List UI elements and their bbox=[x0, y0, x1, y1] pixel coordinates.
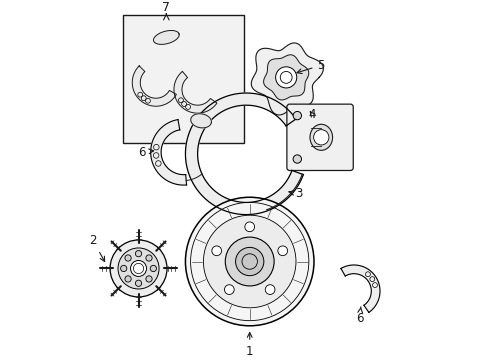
Polygon shape bbox=[263, 55, 308, 100]
Circle shape bbox=[244, 222, 254, 232]
Text: 2: 2 bbox=[89, 234, 104, 261]
Circle shape bbox=[124, 255, 131, 261]
Circle shape bbox=[135, 280, 142, 287]
Text: 5: 5 bbox=[296, 59, 324, 73]
Circle shape bbox=[150, 265, 156, 271]
Circle shape bbox=[145, 276, 152, 282]
Circle shape bbox=[135, 251, 142, 257]
Circle shape bbox=[110, 240, 167, 297]
Circle shape bbox=[224, 285, 234, 294]
Bar bbox=[122, 15, 244, 143]
Polygon shape bbox=[132, 66, 176, 106]
Circle shape bbox=[203, 215, 295, 308]
Circle shape bbox=[121, 265, 126, 271]
Polygon shape bbox=[185, 93, 303, 215]
Circle shape bbox=[124, 276, 131, 282]
Polygon shape bbox=[153, 31, 179, 44]
Polygon shape bbox=[174, 71, 217, 113]
Circle shape bbox=[211, 246, 221, 256]
Circle shape bbox=[185, 197, 313, 326]
Circle shape bbox=[130, 261, 146, 276]
Text: 3: 3 bbox=[288, 187, 302, 200]
Circle shape bbox=[145, 255, 152, 261]
Text: 7: 7 bbox=[162, 1, 170, 14]
Circle shape bbox=[292, 112, 301, 120]
Polygon shape bbox=[190, 114, 211, 128]
Circle shape bbox=[235, 247, 264, 276]
Text: 1: 1 bbox=[245, 333, 253, 358]
Circle shape bbox=[313, 130, 328, 145]
Polygon shape bbox=[251, 43, 323, 115]
Circle shape bbox=[275, 67, 296, 88]
Circle shape bbox=[225, 237, 274, 286]
Circle shape bbox=[292, 155, 301, 163]
Polygon shape bbox=[150, 120, 186, 185]
Circle shape bbox=[118, 248, 159, 289]
Ellipse shape bbox=[309, 124, 332, 150]
Circle shape bbox=[264, 285, 274, 294]
Text: 6: 6 bbox=[138, 145, 153, 158]
Polygon shape bbox=[340, 265, 379, 312]
Circle shape bbox=[277, 246, 287, 256]
Text: 4: 4 bbox=[308, 108, 315, 121]
Text: 6: 6 bbox=[355, 307, 363, 325]
FancyBboxPatch shape bbox=[286, 104, 352, 171]
